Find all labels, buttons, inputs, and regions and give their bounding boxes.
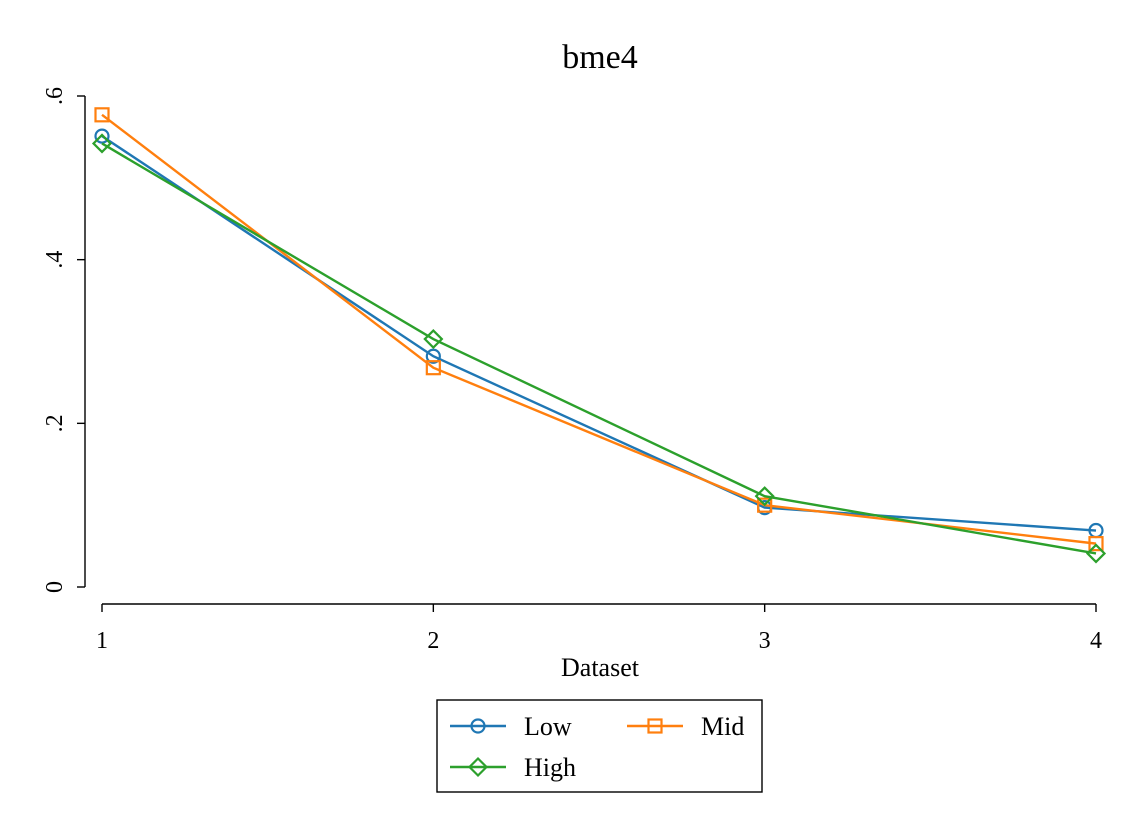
data-point bbox=[757, 497, 773, 513]
data-point bbox=[754, 486, 775, 507]
series-layer bbox=[91, 107, 1107, 564]
y-tick-label: 0 bbox=[42, 581, 68, 593]
axes: 0 .2 .4 .6 1 2 3 4 bbox=[42, 87, 1102, 654]
legend: Low Mid High bbox=[436, 699, 763, 793]
data-point bbox=[91, 133, 113, 154]
y-tick-label: .2 bbox=[42, 414, 68, 432]
series-high bbox=[91, 133, 1107, 564]
data-point bbox=[94, 107, 110, 123]
legend-item-high: High bbox=[450, 753, 576, 782]
legend-marker bbox=[470, 718, 486, 734]
series-low bbox=[94, 128, 1104, 539]
data-point bbox=[94, 128, 110, 144]
x-tick-label: 2 bbox=[427, 628, 439, 654]
series-line bbox=[101, 113, 1097, 545]
x-tick-label: 1 bbox=[96, 628, 108, 654]
y-tick-label: .6 bbox=[42, 87, 68, 105]
data-point bbox=[1085, 543, 1107, 564]
chart-title: bme4 bbox=[562, 39, 638, 76]
data-point bbox=[425, 348, 441, 364]
x-tick-label: 3 bbox=[759, 628, 771, 654]
legend-marker bbox=[467, 756, 489, 778]
series-mid bbox=[94, 107, 1104, 552]
legend-label: Mid bbox=[701, 712, 744, 741]
x-tick-label: 4 bbox=[1090, 628, 1102, 654]
series-line bbox=[101, 135, 1097, 532]
x-axis-label: Dataset bbox=[561, 653, 640, 682]
data-point bbox=[425, 360, 441, 376]
series-line bbox=[101, 142, 1097, 555]
legend-item-low: Low bbox=[450, 712, 572, 741]
legend-label: High bbox=[524, 753, 576, 782]
legend-item-mid: Mid bbox=[627, 712, 744, 741]
legend-box bbox=[436, 699, 763, 793]
data-point bbox=[423, 328, 444, 350]
legend-label: Low bbox=[524, 712, 572, 741]
y-tick-label: .4 bbox=[42, 251, 68, 269]
data-point bbox=[1088, 536, 1104, 552]
legend-marker bbox=[647, 718, 663, 734]
